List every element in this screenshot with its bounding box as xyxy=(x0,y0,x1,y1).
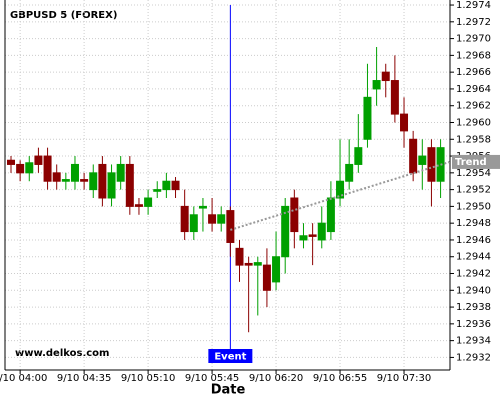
candle-body xyxy=(372,80,381,90)
candle-body xyxy=(409,138,418,174)
candle-body xyxy=(180,205,189,233)
candle-body xyxy=(354,147,363,165)
candle-body xyxy=(390,80,399,115)
x-tick-label: 9/10 06:20 xyxy=(249,373,303,384)
x-tick-label: 9/10 05:45 xyxy=(185,373,239,384)
candle-body xyxy=(162,180,171,191)
candle-body xyxy=(70,163,79,182)
candle-body xyxy=(418,155,427,165)
x-tick-label: 9/10 04:35 xyxy=(57,373,111,384)
candle-body xyxy=(153,189,162,192)
candle-body xyxy=(336,180,345,199)
candle-body xyxy=(244,262,253,266)
y-tick-label: 1.2936 xyxy=(456,319,491,330)
y-tick-label: 1.2962 xyxy=(456,101,491,112)
candle-body xyxy=(262,264,271,291)
candle-body xyxy=(89,172,98,191)
candle-body xyxy=(217,214,226,224)
candle-body xyxy=(308,234,317,237)
event-label: Event xyxy=(214,352,246,363)
candle-body xyxy=(61,179,70,182)
x-tick-label: 9/10 07:30 xyxy=(377,373,431,384)
candle-body xyxy=(116,163,125,182)
y-tick-label: 1.2944 xyxy=(456,252,491,263)
candle-body xyxy=(326,197,335,233)
y-tick-label: 1.2970 xyxy=(456,34,491,45)
candle-body xyxy=(299,235,308,241)
candle-body xyxy=(125,163,134,207)
candle-body xyxy=(25,162,34,174)
candle-body xyxy=(134,204,143,207)
candle-body xyxy=(80,179,89,182)
candle-body xyxy=(317,222,326,241)
trend-label: Trend xyxy=(455,157,487,168)
y-tick-label: 1.2938 xyxy=(456,302,491,313)
candle-body xyxy=(144,197,153,207)
candle-body xyxy=(290,197,299,233)
candle-body xyxy=(16,163,25,174)
y-tick-label: 1.2952 xyxy=(456,185,491,196)
candle-body xyxy=(98,163,107,199)
y-tick-label: 1.2934 xyxy=(456,336,491,347)
y-tick-label: 1.2966 xyxy=(456,67,491,78)
y-tick-label: 1.2968 xyxy=(456,50,491,61)
candle-body xyxy=(226,210,235,243)
candle-body xyxy=(171,180,180,191)
y-tick-label: 1.2964 xyxy=(456,84,491,95)
candle-body xyxy=(34,155,43,165)
y-tick-label: 1.2946 xyxy=(456,235,491,246)
candle-body xyxy=(345,163,354,182)
x-tick-label: 9/10 05:10 xyxy=(121,373,175,384)
chart-title: GBPUSD 5 (FOREX) xyxy=(10,10,117,21)
event-label-box xyxy=(208,349,253,363)
candle-body xyxy=(235,247,244,266)
trend-label-box xyxy=(452,154,500,169)
candle-body xyxy=(208,214,217,224)
candle-body xyxy=(189,214,198,233)
x-tick-label: 9/10 06:55 xyxy=(313,373,367,384)
watermark: www.delkos.com xyxy=(15,348,109,359)
candle-body xyxy=(253,262,262,266)
candle-body xyxy=(107,172,116,199)
y-tick-label: 1.2954 xyxy=(456,168,491,179)
y-tick-label: 1.2948 xyxy=(456,218,491,229)
y-tick-label: 1.2972 xyxy=(456,17,491,28)
candle-body xyxy=(198,205,207,209)
candle-body xyxy=(427,147,436,182)
candle-body xyxy=(281,205,290,258)
x-axis-title: Date xyxy=(211,383,246,398)
y-tick-label: 1.2940 xyxy=(456,285,491,296)
y-tick-label: 1.2932 xyxy=(456,352,491,363)
y-tick-label: 1.2960 xyxy=(456,117,491,128)
candle-body xyxy=(363,96,372,140)
y-tick-label: 1.2958 xyxy=(456,134,491,145)
candle-body xyxy=(7,159,15,165)
x-tick-label: 9/10 04:00 xyxy=(0,373,47,384)
candle-body xyxy=(43,155,52,182)
candle-body xyxy=(381,71,390,82)
y-tick-label: 1.2942 xyxy=(456,269,491,280)
candle-body xyxy=(52,172,61,182)
y-tick-label: 1.2950 xyxy=(456,201,491,212)
candle-body xyxy=(272,256,281,283)
y-tick-label: 1.2974 xyxy=(456,0,491,11)
candle-body xyxy=(400,113,409,132)
